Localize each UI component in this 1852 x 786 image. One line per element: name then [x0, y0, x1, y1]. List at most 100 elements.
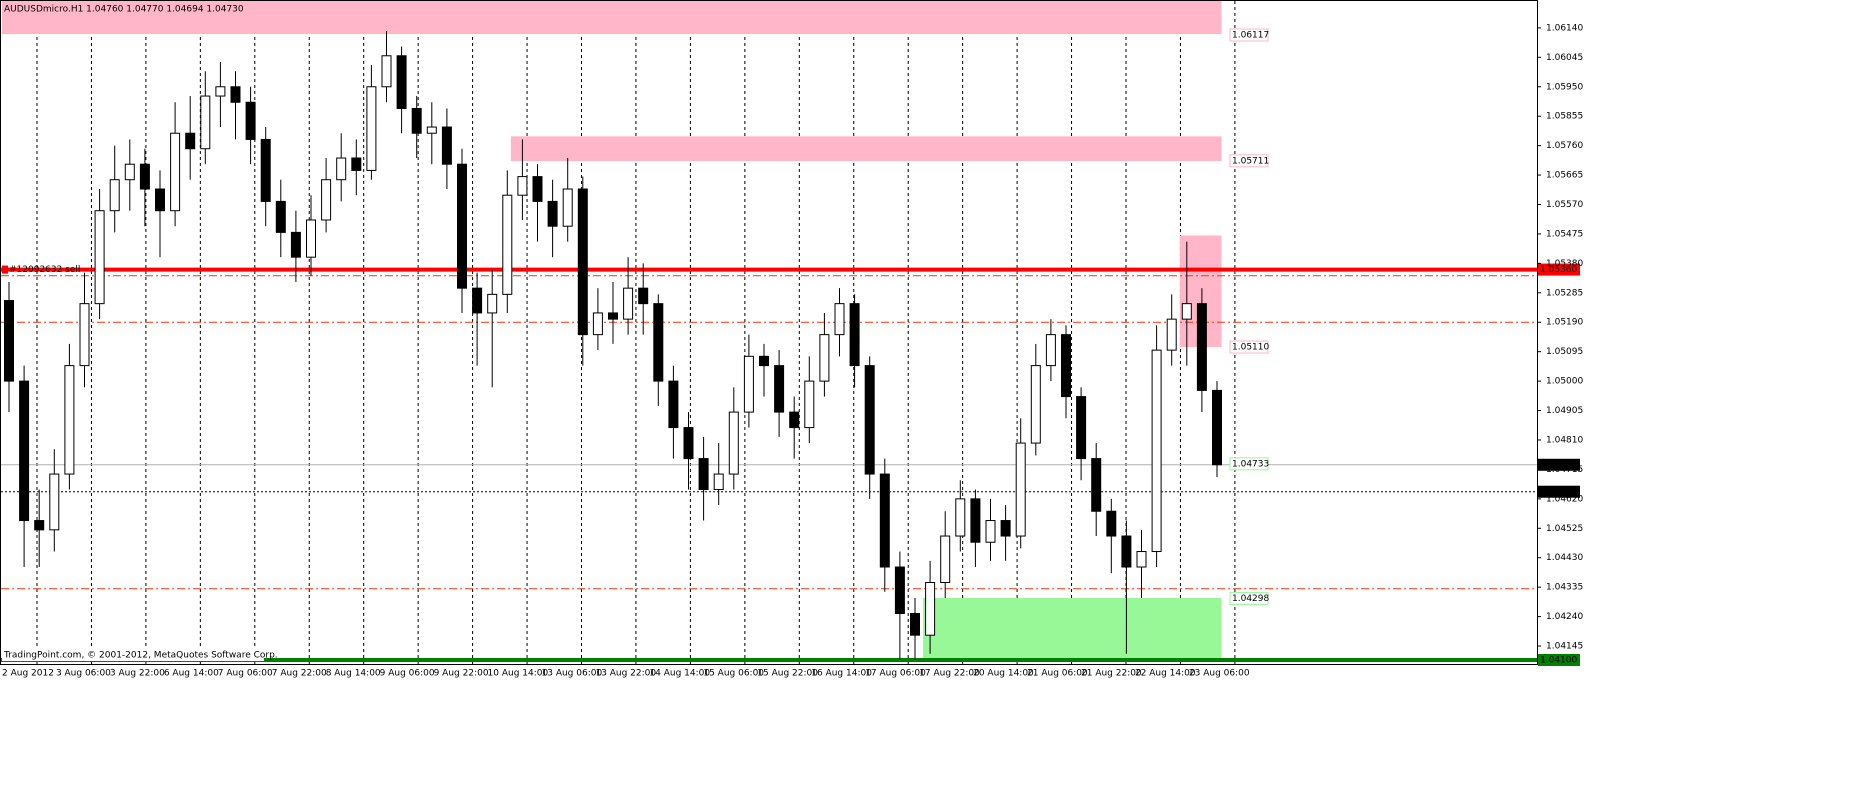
y-tick-label: 1.05665 [1546, 171, 1583, 181]
candle-body [1196, 303, 1207, 391]
y-tick-label: 1.04240 [1546, 612, 1583, 622]
x-tick-label: 3 Aug 06:00 [56, 669, 111, 679]
zone-tag-box [1229, 592, 1269, 606]
candle-body [472, 287, 483, 314]
candle-body [1091, 458, 1102, 512]
x-tick-label: 15 Aug 22:00 [757, 669, 818, 679]
candle-body [34, 520, 45, 531]
x-tick-label: 7 Aug 22:00 [272, 669, 327, 679]
x-tick-label: 20 Aug 14:00 [973, 669, 1034, 679]
candle-body [1076, 396, 1087, 460]
candle-body [1181, 303, 1192, 320]
zone-tag: 1.04298 [1232, 594, 1269, 604]
y-tick-label: 1.04715 [1546, 465, 1583, 475]
candle-body [1212, 389, 1222, 466]
candle-body [321, 179, 332, 221]
y-tick-label: 1.04620 [1546, 494, 1583, 504]
footer: TradingPoint.com, © 2001-2012, MetaQuote… [3, 651, 278, 661]
candle-body [351, 157, 362, 171]
candle-body [955, 498, 966, 537]
candle-body [683, 427, 694, 460]
candle-body [577, 188, 588, 336]
zone [2, 0, 1222, 35]
x-tick-label: 2 Aug 2012 [2, 669, 54, 679]
candle-body [562, 188, 573, 227]
candle-body [774, 365, 785, 413]
candle-body [1015, 442, 1026, 537]
candle-body [487, 293, 498, 314]
y-tick-label: 1.05095 [1546, 347, 1583, 357]
y-tick-label: 1.05285 [1546, 288, 1583, 298]
candle-body [457, 163, 467, 289]
candle-body [139, 163, 150, 190]
candle-body [396, 55, 407, 109]
plot-frame [0, 0, 1538, 665]
candle-body [1151, 349, 1162, 553]
candle-body [1061, 334, 1071, 398]
x-tick-label: 6 Aug 14:00 [164, 669, 219, 679]
y-tick-label: 1.04430 [1546, 553, 1583, 563]
y-tick-label: 1.04905 [1546, 406, 1583, 416]
y-tick-label: 1.04810 [1546, 435, 1583, 445]
candle-body [79, 303, 90, 367]
y-tick-label: 1.04335 [1546, 583, 1583, 593]
price-tag-box [1538, 485, 1580, 498]
candle-body [366, 86, 377, 171]
candle-body [170, 132, 181, 212]
price-tag-box [1538, 458, 1580, 471]
x-tick-label: 21 Aug 06:00 [1027, 669, 1088, 679]
candle-body [1106, 510, 1117, 537]
y-tick-label: 1.05855 [1546, 112, 1583, 122]
x-tick-label: 22 Aug 14:00 [1135, 669, 1196, 679]
y-tick-label: 1.06045 [1546, 53, 1583, 63]
price-tag-box [1538, 653, 1580, 666]
x-tick-label: 16 Aug 14:00 [811, 669, 872, 679]
x-tick-label: 13 Aug 06:00 [542, 669, 603, 679]
zone-tag: 1.05110 [1232, 343, 1269, 353]
candle-body [804, 380, 815, 429]
y-tick-label: 1.05475 [1546, 229, 1583, 239]
candle-body [94, 210, 105, 305]
candle-body [532, 176, 543, 202]
x-tick-label: 14 Aug 14:00 [649, 669, 710, 679]
candle-body [64, 365, 75, 475]
y-tick-label: 1.04525 [1546, 524, 1583, 534]
candle-body [668, 380, 679, 429]
price-tag: 1.05360 [1540, 265, 1577, 275]
candle-body [306, 219, 316, 258]
x-tick-label: 3 Aug 22:00 [110, 669, 165, 679]
price-tag: 1.04643 [1540, 487, 1577, 497]
candle-body [245, 101, 256, 140]
candle-body [608, 312, 618, 320]
y-tick-label: 1.05570 [1546, 200, 1583, 210]
candle-body [230, 86, 241, 103]
candle-body [789, 411, 800, 429]
candle-body [910, 612, 920, 636]
x-tick-label: 9 Aug 22:00 [434, 669, 489, 679]
candle-body [925, 582, 936, 636]
candle-body [109, 179, 120, 212]
zone [510, 136, 1222, 162]
x-tick-label: 10 Aug 14:00 [488, 669, 549, 679]
y-tick-label: 1.05380 [1546, 259, 1583, 269]
plot-layer: #12092632 sell 1.05360 1.04730 1.04643 1.041… [1, 0, 1583, 679]
y-tick-label: 1.05190 [1546, 318, 1583, 328]
candle-body [970, 498, 981, 543]
candle-body [336, 157, 347, 181]
candle-body [19, 380, 30, 522]
candle-body [638, 287, 649, 305]
x-tick-label: 23 Aug 06:00 [1189, 669, 1250, 679]
x-tick-label: 13 Aug 22:00 [595, 669, 656, 679]
x-tick-label: 17 Aug 22:00 [919, 669, 980, 679]
candle-body [698, 458, 709, 491]
x-tick-label: 7 Aug 06:00 [218, 669, 273, 679]
candle-body [4, 300, 14, 382]
y-tick-label: 1.05760 [1546, 141, 1583, 151]
candle-body [592, 312, 603, 336]
candle-body [517, 176, 528, 196]
x-tick-label: 17 Aug 06:00 [865, 669, 926, 679]
candle-body [713, 473, 724, 491]
x-tick-label: 15 Aug 06:00 [703, 669, 764, 679]
x-tick-label: 9 Aug 06:00 [380, 669, 435, 679]
